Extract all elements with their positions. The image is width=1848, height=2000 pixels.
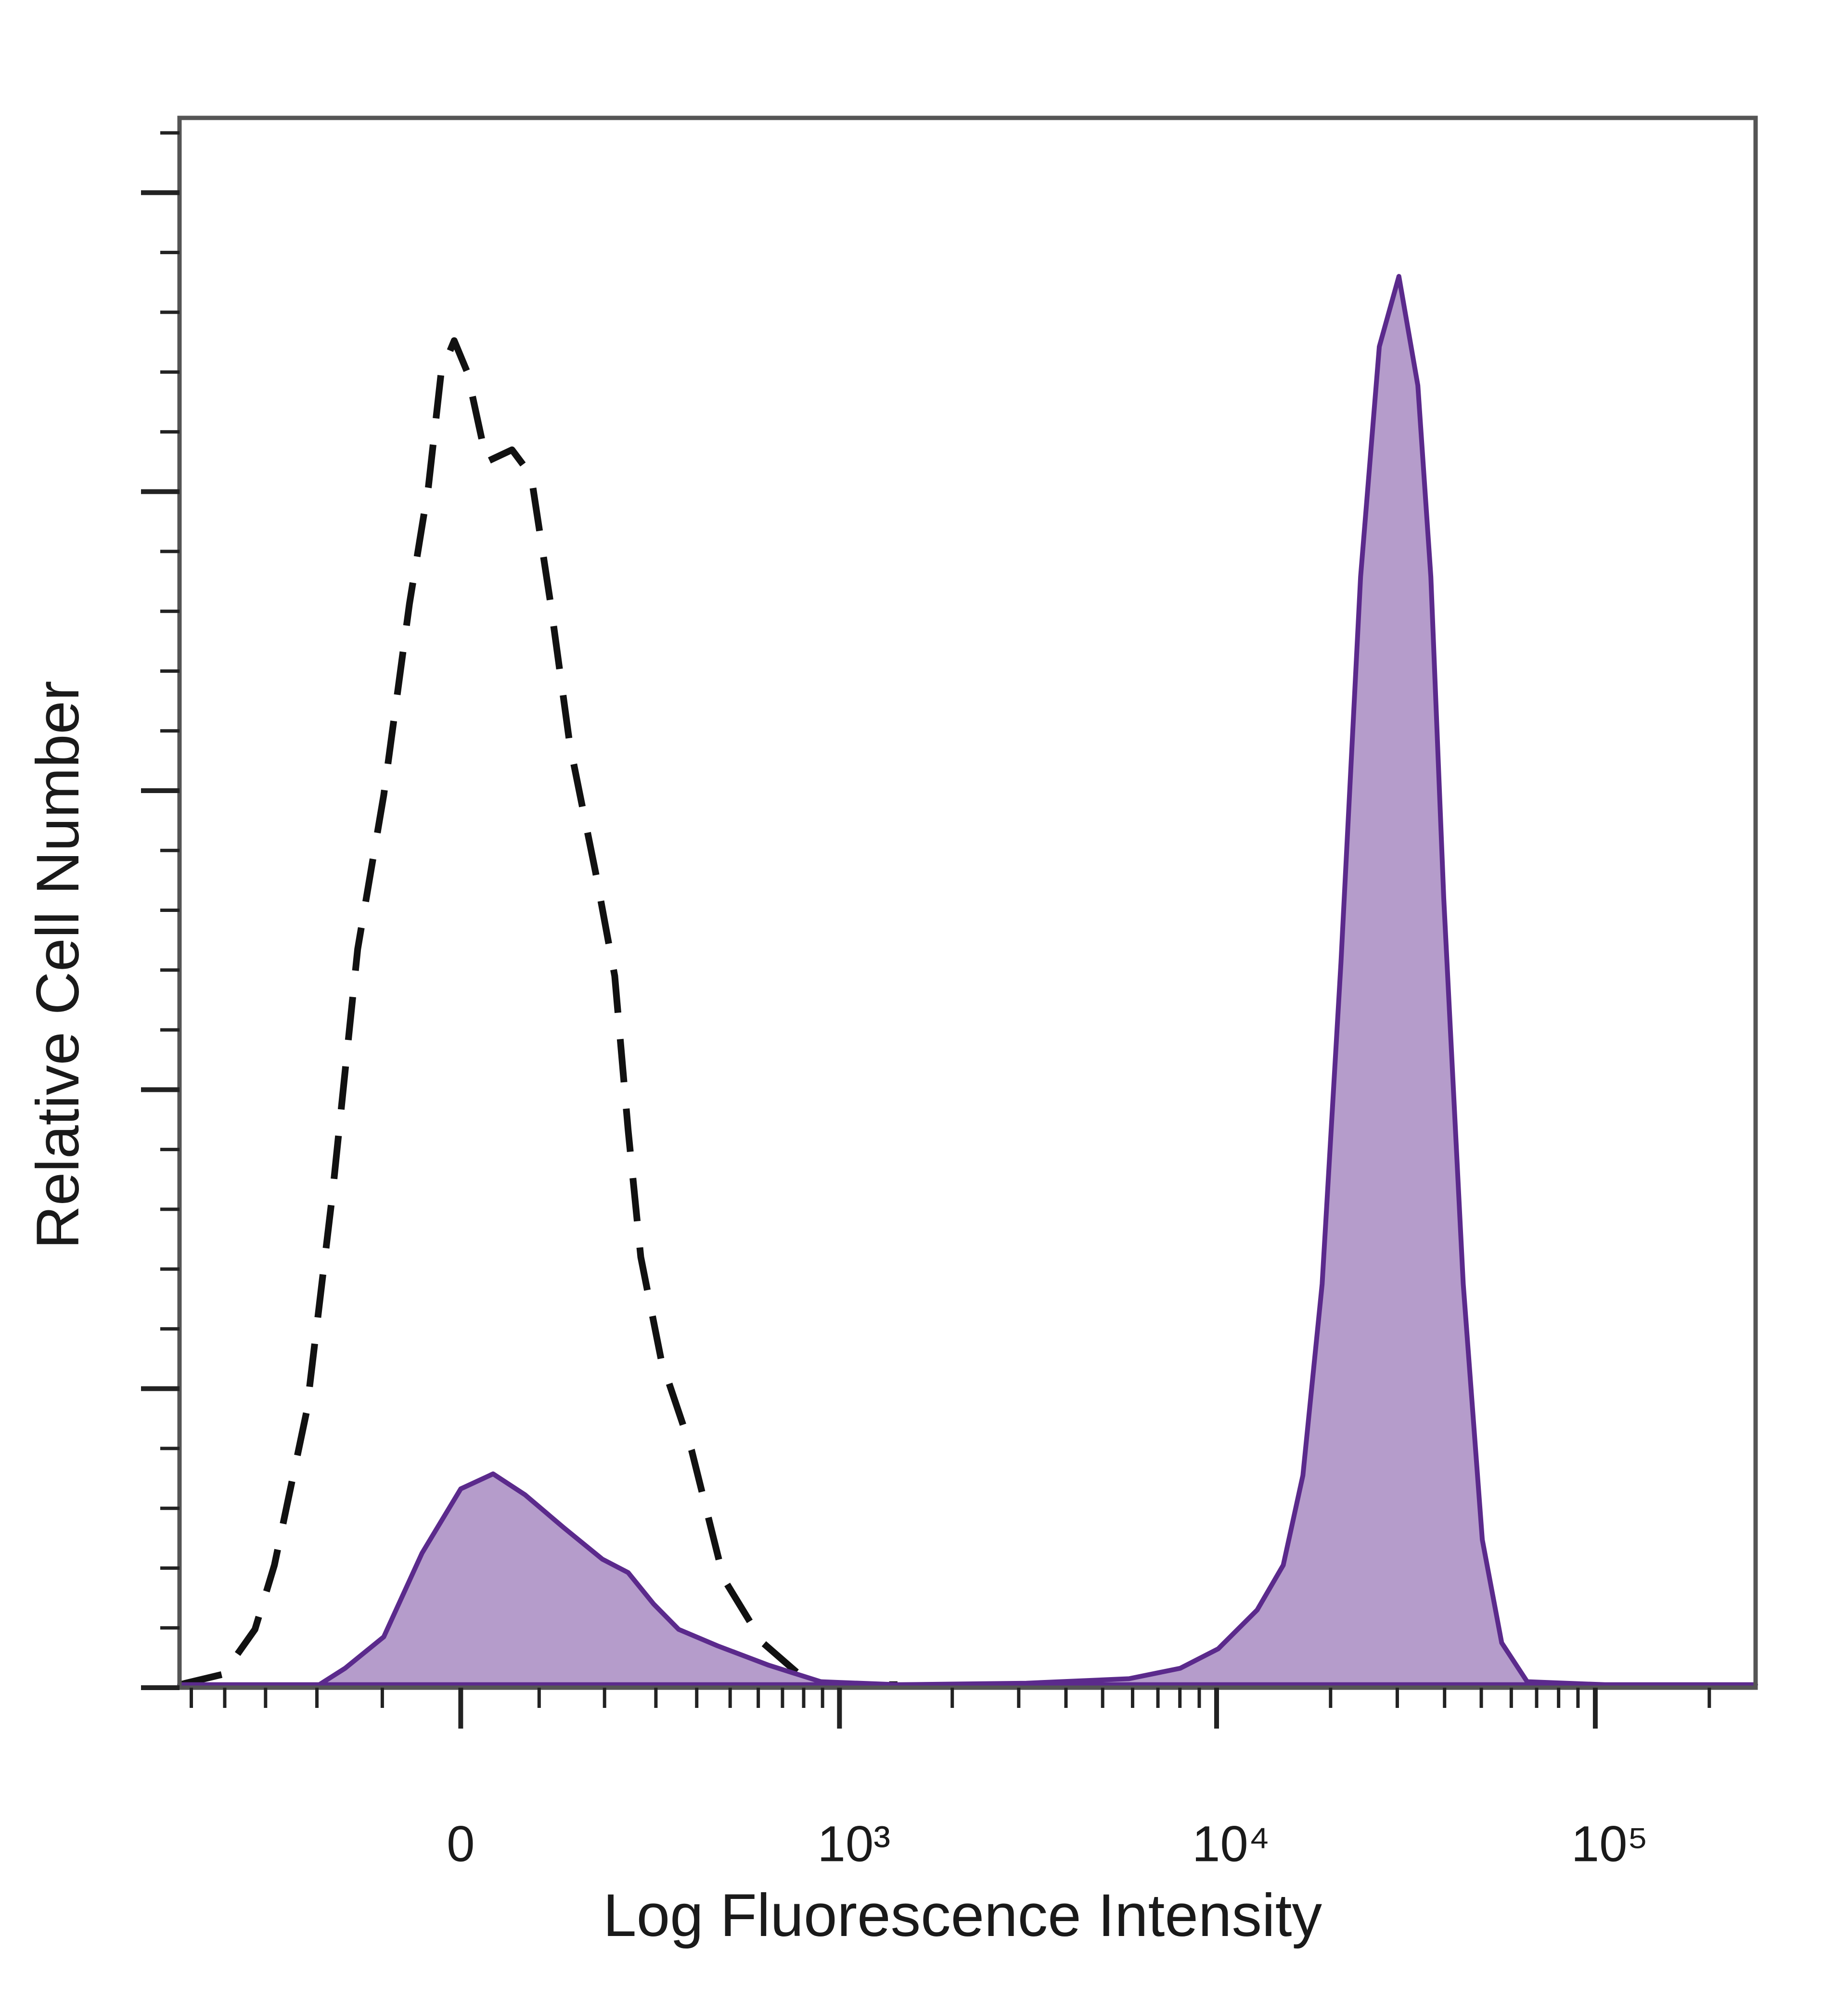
x-tick-label: 10⁵: [1571, 1816, 1648, 1872]
x-tick-label: 10³: [817, 1816, 890, 1872]
dashed-histogram: [179, 337, 898, 1688]
y-axis-title: Relative Cell Number: [25, 681, 91, 1249]
x-tick-label: 10⁴: [1192, 1816, 1270, 1872]
x-axis-title: Log Fluorescence Intensity: [603, 1882, 1322, 1949]
x-tick-label: 0: [447, 1816, 475, 1872]
filled-histogram: [177, 274, 1758, 1687]
plot-frame: [177, 115, 1758, 1690]
